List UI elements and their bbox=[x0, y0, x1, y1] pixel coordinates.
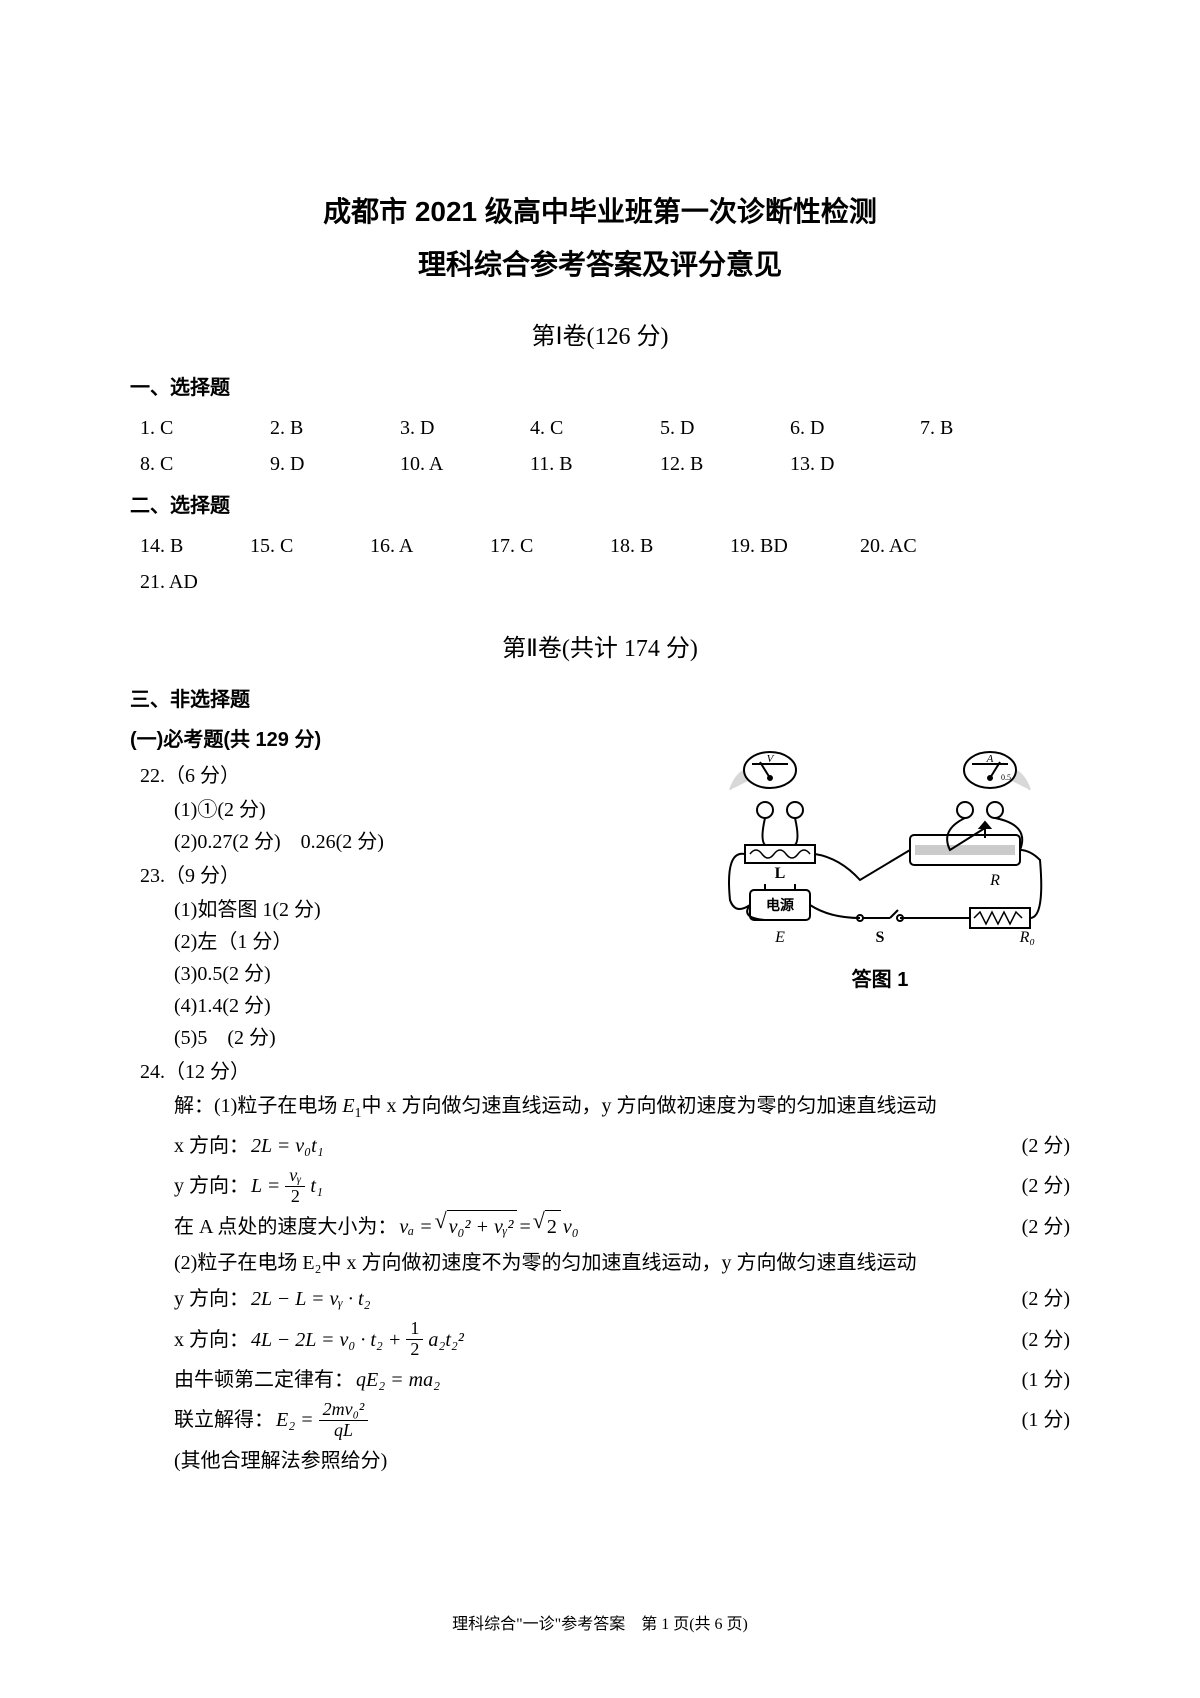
q24-l2: (2)粒子在电场 E₂中 x 方向做初速度不为零的匀加速直线运动，y 方向做匀速… bbox=[174, 1247, 1070, 1279]
q23-l5: (5)5 (2 分) bbox=[174, 1022, 1070, 1054]
q24-y2-label: y 方向： bbox=[174, 1283, 249, 1315]
sqrt-body-2: 2 bbox=[545, 1210, 561, 1243]
frac-num: vᵧ bbox=[285, 1166, 305, 1187]
answer-cell: 9. D bbox=[270, 446, 400, 482]
q24-xline: x 方向： 2L = v₀t₁ (2 分) bbox=[174, 1130, 1070, 1162]
answer-cell: 6. D bbox=[790, 410, 920, 446]
answer-cell: 21. AD bbox=[140, 564, 250, 600]
q24-x2-pre: 4L − 2L = v₀ · t₂ + bbox=[251, 1324, 401, 1356]
answer-cell: 12. B bbox=[660, 446, 790, 482]
q24-newton: 由牛顿第二定律有： qE₂ = ma₂ (1 分) bbox=[174, 1364, 1070, 1396]
sqrt-body: v₀² + vᵧ² bbox=[447, 1210, 518, 1243]
q24-xline-pts: (2 分) bbox=[1022, 1130, 1070, 1162]
q24-y2: y 方向： 2L − L = vᵧ · t₂ (2 分) bbox=[174, 1283, 1070, 1315]
svg-text:R₀: R₀ bbox=[1019, 929, 1035, 946]
section-3-heading: 三、非选择题 bbox=[130, 684, 1070, 716]
answer-cell: 15. C bbox=[250, 528, 370, 564]
q24-y2-pts: (2 分) bbox=[1022, 1283, 1070, 1315]
answer-cell: 4. C bbox=[530, 410, 660, 446]
q24-xline-eq: 2L = v₀t₁ bbox=[251, 1130, 324, 1162]
q24-va-pts: (2 分) bbox=[1022, 1211, 1070, 1243]
answer-cell: 13. D bbox=[790, 446, 920, 482]
title-line-2: 理科综合参考答案及评分意见 bbox=[130, 243, 1070, 288]
section-1-heading: 一、选择题 bbox=[130, 372, 1070, 404]
q24-yline-label: y 方向： bbox=[174, 1170, 249, 1202]
q24-final: 联立解得： E₂ = 2mv₀² qL (1 分) bbox=[174, 1400, 1070, 1441]
svg-text:S: S bbox=[876, 929, 885, 946]
q24-yline-frac: vᵧ 2 bbox=[285, 1166, 305, 1207]
answer-figure-1: V A 0.5 L R 电源 E S R₀ 答图 1 bbox=[700, 750, 1060, 1000]
answer-cell: 1. C bbox=[140, 410, 270, 446]
volume-1-title: 第Ⅰ卷(126 分) bbox=[130, 318, 1070, 356]
svg-text:E: E bbox=[774, 929, 785, 946]
q24-final-lhs: E₂ = bbox=[276, 1404, 314, 1436]
q24-x2-pts: (2 分) bbox=[1022, 1324, 1070, 1356]
sqrt-icon-2: √2 bbox=[533, 1210, 561, 1243]
answer-cell: 7. B bbox=[920, 410, 1050, 446]
q24-l1-pre: (1)粒子在电场 bbox=[214, 1095, 342, 1117]
answer-cell: 18. B bbox=[610, 528, 730, 564]
svg-text:电源: 电源 bbox=[766, 897, 794, 914]
svg-text:L: L bbox=[775, 865, 786, 882]
q24-va-lhs: vₐ = bbox=[399, 1211, 432, 1243]
q24-sol-label: 解： bbox=[174, 1095, 214, 1117]
q24-va: 在 A 点处的速度大小为： vₐ = √v₀² + vᵧ² = √2 v₀ (2… bbox=[174, 1210, 1070, 1243]
q24-x2-post: a₂t₂² bbox=[428, 1324, 463, 1356]
frac-den: 2 bbox=[287, 1187, 304, 1207]
q24-x2-label: x 方向： bbox=[174, 1324, 249, 1356]
answer-cell: 17. C bbox=[490, 528, 610, 564]
sqrt-icon: √v₀² + vᵧ² bbox=[435, 1210, 518, 1243]
q24-head: 24.（12 分） bbox=[140, 1056, 1070, 1088]
q24-va-pre: 在 A 点处的速度大小为： bbox=[174, 1211, 397, 1243]
q24-newton-pts: (1 分) bbox=[1022, 1364, 1070, 1396]
q24-xline-label: x 方向： bbox=[174, 1130, 249, 1162]
answer-cell: 3. D bbox=[400, 410, 530, 446]
q24-l1: 解：(1)粒子在电场 E1中 x 方向做匀速直线运动，y 方向做初速度为零的匀加… bbox=[174, 1090, 1070, 1125]
e1-symbol: E bbox=[342, 1095, 354, 1117]
q24-y2-eq: 2L − L = vᵧ · t₂ bbox=[251, 1283, 371, 1315]
answer-cell: 11. B bbox=[530, 446, 660, 482]
q24-x2-frac: 1 2 bbox=[406, 1319, 423, 1360]
answer-cell: 8. C bbox=[140, 446, 270, 482]
q24-final-label: 联立解得： bbox=[174, 1404, 274, 1436]
q24-yline: y 方向： L = vᵧ 2 t₁ (2 分) bbox=[174, 1166, 1070, 1207]
answer-cell: 16. A bbox=[370, 528, 490, 564]
frac-num: 2mv₀² bbox=[319, 1400, 369, 1421]
circuit-diagram-icon: V A 0.5 L R 电源 E S R₀ bbox=[710, 750, 1050, 950]
frac-den: 2 bbox=[406, 1340, 423, 1360]
q24-va-post: v₀ bbox=[563, 1211, 579, 1243]
frac-num: 1 bbox=[406, 1319, 423, 1340]
svg-text:0.5: 0.5 bbox=[1001, 773, 1011, 782]
q24-va-mid: = bbox=[519, 1211, 530, 1243]
q24-final-frac: 2mv₀² qL bbox=[319, 1400, 369, 1441]
q24-l1-mid: 中 x 方向做匀速直线运动，y 方向做初速度为零的匀加速直线运动 bbox=[362, 1095, 937, 1117]
volume-2-title: 第Ⅱ卷(共计 174 分) bbox=[130, 630, 1070, 668]
answer-cell: 19. BD bbox=[730, 528, 860, 564]
answer-cell: 14. B bbox=[140, 528, 250, 564]
q24-note: (其他合理解法参照给分) bbox=[174, 1445, 1070, 1477]
q24-yline-post: t₁ bbox=[310, 1170, 323, 1202]
svg-text:R: R bbox=[989, 872, 1000, 889]
section-1-answers: 1. C2. B3. D4. C5. D6. D7. B 8. C9. D10. … bbox=[140, 410, 1070, 482]
frac-den: qL bbox=[330, 1421, 357, 1441]
title-line-1: 成都市 2021 级高中毕业班第一次诊断性检测 bbox=[130, 190, 1070, 235]
q24-newton-eq: qE₂ = ma₂ bbox=[356, 1364, 440, 1396]
page-footer: 理科综合"一诊"参考答案 第 1 页(共 6 页) bbox=[0, 1612, 1200, 1638]
figure-caption: 答图 1 bbox=[700, 964, 1060, 996]
q24-yline-pts: (2 分) bbox=[1022, 1170, 1070, 1202]
section-2-answers: 14. B15. C16. A17. C18. B19. BD20. AC 21.… bbox=[140, 528, 1070, 600]
answer-cell: 10. A bbox=[400, 446, 530, 482]
q24-x2: x 方向： 4L − 2L = v₀ · t₂ + 1 2 a₂t₂² (2 分… bbox=[174, 1319, 1070, 1360]
q24-yline-pre: L = bbox=[251, 1170, 280, 1202]
section-2-heading: 二、选择题 bbox=[130, 490, 1070, 522]
answer-cell: 5. D bbox=[660, 410, 790, 446]
answer-cell: 20. AC bbox=[860, 528, 990, 564]
q24-newton-label: 由牛顿第二定律有： bbox=[174, 1364, 354, 1396]
q24-final-pts: (1 分) bbox=[1022, 1404, 1070, 1436]
answer-cell: 2. B bbox=[270, 410, 400, 446]
svg-text:A: A bbox=[986, 753, 994, 765]
